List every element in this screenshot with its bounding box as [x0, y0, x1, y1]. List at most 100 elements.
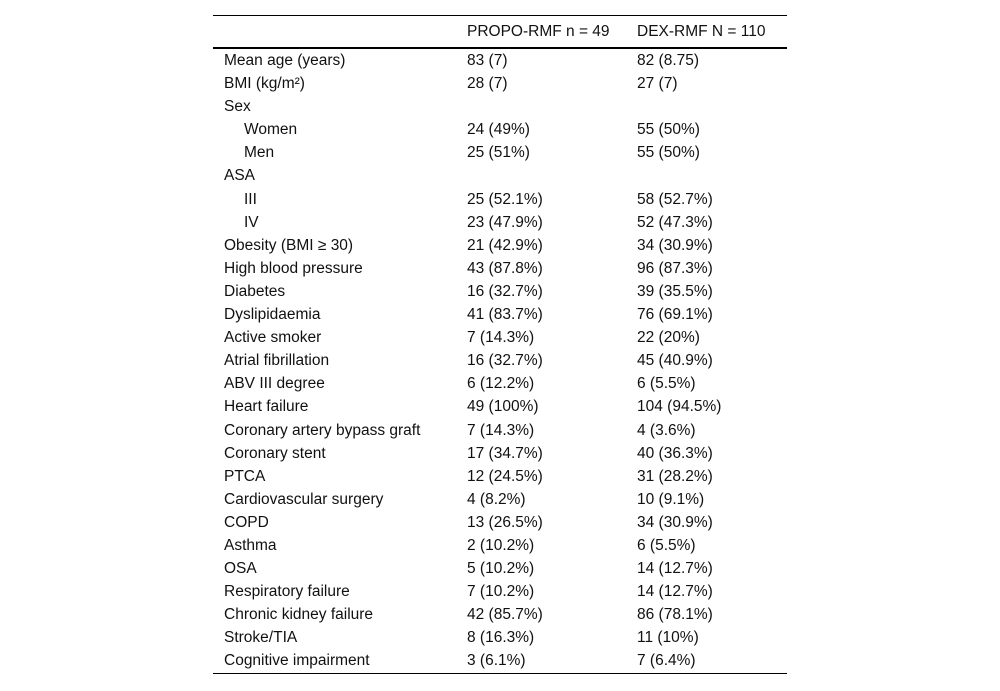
row-label: High blood pressure — [224, 259, 363, 277]
propo-rmf-value: 5 (10.2%) — [467, 560, 535, 578]
propo-rmf-value: 21 (42.9%) — [467, 236, 543, 254]
dex-rmf-value: 58 (52.7%) — [637, 190, 713, 208]
propo-rmf-value: 3 (6.1%) — [467, 652, 526, 670]
dex-rmf-value: 34 (30.9%) — [637, 513, 713, 531]
table-row: Mean age (years) 83 (7) 82 (8.75) — [213, 48, 787, 72]
row-label: Coronary stent — [224, 444, 326, 462]
propo-rmf-value — [467, 95, 637, 118]
table-row: Coronary artery bypass graft 7 (14.3%) 4 (… — [213, 419, 787, 442]
propo-rmf-value: 83 (7) — [467, 52, 508, 69]
table-row: III 25 (52.1%) 58 (52.7%) — [213, 188, 787, 211]
dex-rmf-value: 76 (69.1%) — [637, 306, 713, 324]
dex-rmf-value: 82 (8.75) — [637, 52, 700, 69]
row-label: Women — [244, 121, 298, 139]
dex-rmf-value: 55 (50%) — [637, 144, 700, 162]
row-label: Diabetes — [224, 282, 286, 300]
row-label: Chronic kidney failure — [224, 606, 374, 624]
row-label: ASA — [224, 167, 256, 185]
row-label: Sex — [224, 98, 251, 116]
row-label: Obesity (BMI ≥ 30) — [224, 236, 354, 254]
header-propo-rmf-column: PROPO-RMF n = 49 — [467, 15, 637, 49]
row-label: Cardiovascular surgery — [224, 490, 384, 508]
dex-rmf-value: 39 (35.5%) — [637, 282, 713, 300]
dex-rmf-value: 55 (50%) — [637, 121, 700, 139]
table-row: Coronary stent 17 (34.7%) 40 (36.3%) — [213, 442, 787, 465]
propo-rmf-value: 23 (47.9%) — [467, 213, 543, 231]
propo-rmf-value: 7 (14.3%) — [467, 421, 535, 439]
table-row: Cardiovascular surgery 4 (8.2%) 10 (9.1%) — [213, 488, 787, 511]
table-row: Chronic kidney failure 42 (85.7%) 86 (78.1… — [213, 603, 787, 626]
table-row: Dyslipidaemia 41 (83.7%) 76 (69.1%) — [213, 303, 787, 326]
header-label-column — [213, 15, 467, 49]
dex-rmf-value: 7 (6.4%) — [637, 652, 696, 670]
row-label: BMI (kg/m²) — [224, 75, 305, 93]
table-row: Active smoker 7 (14.3%) 22 (20%) — [213, 326, 787, 349]
table-row: High blood pressure 43 (87.8%) 96 (87.3%) — [213, 257, 787, 280]
propo-rmf-value: 7 (14.3%) — [467, 329, 535, 347]
dex-rmf-value: 14 (12.7%) — [637, 583, 713, 601]
propo-rmf-value: 8 (16.3%) — [467, 629, 535, 647]
table-row: PTCA 12 (24.5%) 31 (28.2%) — [213, 465, 787, 488]
dex-rmf-value: 22 (20%) — [637, 329, 700, 347]
dex-rmf-value — [637, 95, 787, 118]
table-row: COPD 13 (26.5%) 34 (30.9%) — [213, 511, 787, 534]
table-row: Asthma 2 (10.2%) 6 (5.5%) — [213, 534, 787, 557]
row-label: Atrial fibrillation — [224, 352, 330, 370]
table-row: OSA 5 (10.2%) 14 (12.7%) — [213, 557, 787, 580]
row-label: COPD — [224, 513, 269, 531]
table-row: BMI (kg/m²) 28 (7) 27 (7) — [213, 72, 787, 95]
header-dex-rmf-column: DEX-RMF N = 110 — [637, 15, 787, 49]
table-row: IV 23 (47.9%) 52 (47.3%) — [213, 211, 787, 234]
propo-rmf-value: 17 (34.7%) — [467, 444, 543, 462]
dex-rmf-value: 11 (10%) — [637, 629, 699, 647]
propo-rmf-value: 16 (32.7%) — [467, 282, 543, 300]
propo-rmf-value: 12 (24.5%) — [467, 467, 543, 485]
table-row: Stroke/TIA 8 (16.3%) 11 (10%) — [213, 626, 787, 649]
propo-rmf-value: 49 (100%) — [467, 398, 539, 416]
dex-rmf-value: 104 (94.5%) — [637, 398, 722, 416]
propo-rmf-value: 43 (87.8%) — [467, 259, 543, 277]
dex-rmf-value: 31 (28.2%) — [637, 467, 713, 485]
propo-rmf-value: 25 (51%) — [467, 144, 530, 162]
row-label: Dyslipidaemia — [224, 306, 321, 324]
header-row: PROPO-RMF n = 49 DEX-RMF N = 110 — [213, 15, 787, 49]
dex-rmf-value: 40 (36.3%) — [637, 444, 713, 462]
propo-rmf-value: 24 (49%) — [467, 121, 530, 139]
dex-rmf-value: 6 (5.5%) — [637, 536, 696, 554]
row-label: Asthma — [224, 536, 277, 554]
table-row: Atrial fibrillation 16 (32.7%) 45 (40.9%) — [213, 349, 787, 372]
dex-rmf-value: 34 (30.9%) — [637, 236, 713, 254]
row-label: OSA — [224, 560, 257, 578]
dex-rmf-value: 96 (87.3%) — [637, 259, 713, 277]
dex-rmf-value: 14 (12.7%) — [637, 560, 713, 578]
table-row: Men 25 (51%) 55 (50%) — [213, 141, 787, 164]
row-label: Mean age (years) — [224, 52, 346, 69]
dex-rmf-value: 10 (9.1%) — [637, 490, 705, 508]
row-label: Respiratory failure — [224, 583, 350, 601]
row-label: Active smoker — [224, 329, 322, 347]
propo-rmf-value: 2 (10.2%) — [467, 536, 535, 554]
table-row: Cognitive impairment 3 (6.1%) 7 (6.4%) — [213, 649, 787, 673]
propo-rmf-value: 6 (12.2%) — [467, 375, 535, 393]
table-row: Diabetes 16 (32.7%) 39 (35.5%) — [213, 280, 787, 303]
propo-rmf-value: 4 (8.2%) — [467, 490, 526, 508]
dex-rmf-value: 45 (40.9%) — [637, 352, 713, 370]
dex-rmf-value: 4 (3.6%) — [637, 421, 696, 439]
table-row: Obesity (BMI ≥ 30) 21 (42.9%) 34 (30.9%) — [213, 234, 787, 257]
table-header: PROPO-RMF n = 49 DEX-RMF N = 110 — [213, 15, 787, 49]
dex-rmf-value: 27 (7) — [637, 75, 678, 93]
row-label: III — [244, 190, 257, 208]
row-label: Cognitive impairment — [224, 652, 370, 670]
propo-rmf-value: 16 (32.7%) — [467, 352, 543, 370]
row-label: Coronary artery bypass graft — [224, 421, 421, 439]
row-label: PTCA — [224, 467, 266, 485]
propo-rmf-value: 13 (26.5%) — [467, 513, 543, 531]
propo-rmf-value: 42 (85.7%) — [467, 606, 543, 624]
table-row: ABV III degree 6 (12.2%) 6 (5.5%) — [213, 372, 787, 395]
propo-rmf-value — [467, 164, 637, 187]
propo-rmf-value: 7 (10.2%) — [467, 583, 535, 601]
dex-rmf-value: 86 (78.1%) — [637, 606, 713, 624]
table-row: Women 24 (49%) 55 (50%) — [213, 118, 787, 141]
row-label: IV — [244, 213, 259, 231]
patient-characteristics-table: PROPO-RMF n = 49 DEX-RMF N = 110 Mean ag… — [213, 15, 787, 674]
